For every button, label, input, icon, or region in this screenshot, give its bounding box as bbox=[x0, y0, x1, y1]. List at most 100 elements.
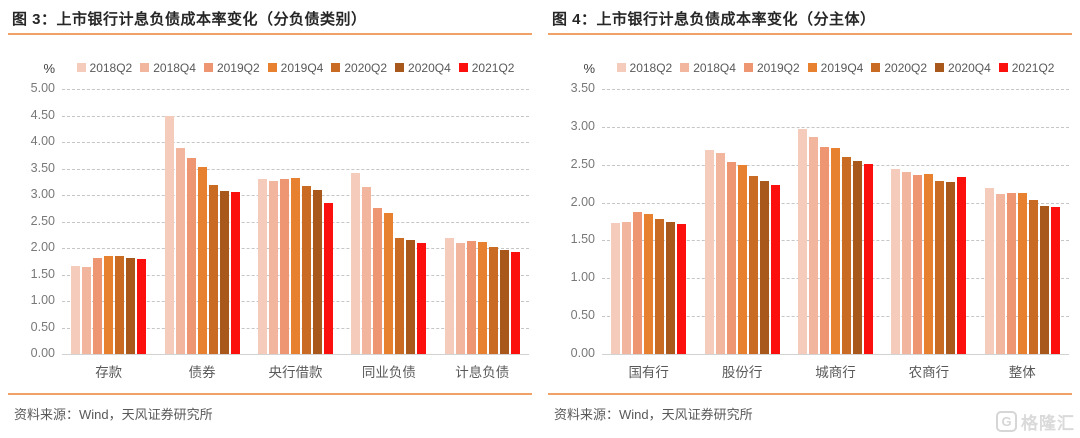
bar-2021Q2-存款 bbox=[137, 259, 147, 354]
bar-2021Q2-央行借款 bbox=[324, 202, 333, 354]
title-underline bbox=[8, 33, 532, 35]
y-tick-label: 1.50 bbox=[570, 232, 595, 247]
bar-2020Q4-股份行 bbox=[759, 181, 769, 354]
title-underline bbox=[548, 33, 1072, 35]
bar-2020Q2-同业负债 bbox=[395, 237, 405, 354]
bar-2018Q2-同业负债 bbox=[351, 172, 361, 354]
bar-2019Q4-计息负债 bbox=[477, 242, 487, 354]
y-tick-label: 1.00 bbox=[30, 293, 55, 307]
legend-label: 2021Q2 bbox=[471, 60, 515, 75]
legend-item: 2018Q2 bbox=[616, 60, 673, 75]
legend-swatch-icon bbox=[458, 63, 468, 72]
gridline bbox=[62, 142, 529, 143]
legend-swatch-icon bbox=[998, 63, 1008, 72]
chart-legend: 2018Q2 2018Q4 2019Q2 2019Q4 2020Q2 2020Q4 2021… bbox=[602, 60, 1069, 75]
y-tick-label: 2.50 bbox=[570, 156, 595, 171]
bar-2018Q4-股份行 bbox=[715, 153, 725, 354]
legend-swatch-icon bbox=[935, 63, 945, 72]
bar-2020Q2-城商行 bbox=[842, 157, 851, 354]
bar-2020Q2-农商行 bbox=[935, 180, 945, 354]
y-tick-label: 0.50 bbox=[570, 308, 595, 323]
bar-2019Q2-债券 bbox=[186, 157, 196, 354]
bar-2020Q2-存款 bbox=[115, 255, 125, 354]
y-tick-label: 1.00 bbox=[570, 270, 595, 285]
legend-item: 2021Q2 bbox=[458, 60, 515, 75]
bar-2021Q2-城商行 bbox=[864, 163, 873, 354]
bar-2020Q2-计息负债 bbox=[488, 246, 498, 354]
y-tick-label: 3.00 bbox=[30, 187, 55, 201]
bar-2020Q2-整体 bbox=[1028, 200, 1038, 354]
bar-2020Q2-国有行 bbox=[655, 219, 665, 354]
y-tick-label: 3.00 bbox=[570, 118, 595, 133]
bar-2021Q2-农商行 bbox=[957, 176, 967, 354]
legend-label: 2020Q4 bbox=[948, 60, 991, 75]
bar-2020Q2-股份行 bbox=[748, 176, 758, 354]
bar-2018Q4-存款 bbox=[82, 266, 92, 354]
bar-2018Q4-整体 bbox=[995, 194, 1005, 354]
bar-2018Q2-农商行 bbox=[891, 169, 901, 354]
footer-divider bbox=[548, 393, 1072, 395]
chart-canvas-figure3: % 2018Q2 2018Q4 2019Q2 2019Q4 2020Q2 2020Q4 202… bbox=[0, 0, 540, 392]
x-category-label: 存款 bbox=[95, 365, 123, 380]
x-category-label: 农商行 bbox=[908, 365, 950, 380]
legend-label: 2020Q4 bbox=[408, 60, 451, 75]
y-tick-label: 5.00 bbox=[30, 81, 55, 95]
bar-2020Q4-同业负债 bbox=[406, 240, 416, 354]
bar-2018Q2-央行借款 bbox=[258, 179, 267, 354]
bar-2018Q2-计息负债 bbox=[444, 237, 454, 354]
bar-2018Q4-农商行 bbox=[902, 171, 912, 354]
bar-2018Q4-城商行 bbox=[809, 137, 818, 354]
legend-swatch-icon bbox=[616, 63, 626, 72]
watermark-logo: G 格隆汇 bbox=[996, 409, 1075, 434]
bar-2019Q2-国有行 bbox=[633, 212, 643, 354]
bar-2019Q2-计息负债 bbox=[466, 241, 476, 354]
figure-label: 图 4： bbox=[552, 11, 597, 28]
bar-2019Q4-同业负债 bbox=[384, 213, 394, 354]
y-tick-label: 2.00 bbox=[30, 240, 55, 254]
bar-2019Q2-整体 bbox=[1006, 192, 1016, 354]
bar-2018Q4-国有行 bbox=[622, 221, 632, 354]
bar-2019Q2-股份行 bbox=[726, 162, 736, 354]
bar-2018Q2-整体 bbox=[984, 188, 994, 354]
gridline bbox=[62, 115, 529, 117]
bar-2020Q4-农商行 bbox=[946, 182, 956, 354]
gridline bbox=[602, 89, 1069, 90]
bar-2021Q2-同业负债 bbox=[417, 243, 427, 354]
legend-label: 2018Q2 bbox=[629, 60, 673, 75]
x-category-label: 债券 bbox=[188, 365, 216, 380]
bar-2019Q4-股份行 bbox=[737, 164, 747, 354]
bar-2018Q2-股份行 bbox=[704, 149, 714, 354]
chart-legend: 2018Q2 2018Q4 2019Q2 2019Q4 2020Q2 2020Q4 2021… bbox=[62, 60, 529, 75]
bar-2019Q4-城商行 bbox=[831, 148, 840, 354]
y-tick-label: 1.50 bbox=[30, 266, 55, 281]
legend-swatch-icon bbox=[680, 63, 690, 72]
bar-2018Q4-央行借款 bbox=[269, 180, 278, 354]
legend-swatch-icon bbox=[140, 63, 150, 72]
bar-2019Q4-债券 bbox=[197, 167, 207, 354]
bar-2020Q4-城商行 bbox=[853, 160, 862, 354]
legend-swatch-icon bbox=[395, 63, 405, 72]
bar-2018Q4-债券 bbox=[175, 147, 185, 354]
bar-2020Q2-债券 bbox=[208, 184, 218, 354]
bar-2020Q4-债券 bbox=[219, 190, 229, 354]
bar-2018Q4-计息负债 bbox=[455, 242, 465, 354]
y-tick-label: 3.50 bbox=[570, 81, 595, 95]
legend-item: 2020Q4 bbox=[395, 61, 451, 75]
bar-2019Q4-整体 bbox=[1017, 193, 1027, 354]
bar-2018Q4-同业负债 bbox=[362, 187, 372, 354]
legend-label: 2018Q4 bbox=[153, 60, 196, 75]
figure-title-text: 上市银行计息负债成本率变化（分负债类别） bbox=[56, 11, 367, 28]
gridline bbox=[602, 126, 1069, 128]
bar-2021Q2-计息负债 bbox=[510, 251, 520, 354]
legend-label: 2019Q2 bbox=[756, 60, 800, 75]
figure-title: 图 3：上市银行计息负债成本率变化（分负债类别） bbox=[12, 8, 367, 29]
legend-item: 2019Q4 bbox=[807, 61, 863, 75]
figure4-panel: 图 4：上市银行计息负债成本率变化（分主体） % 2018Q2 2018Q4 2019… bbox=[540, 0, 1080, 438]
legend-item: 2019Q2 bbox=[203, 61, 260, 75]
bar-2019Q2-存款 bbox=[93, 257, 103, 354]
x-category-label: 股份行 bbox=[721, 365, 763, 380]
bar-2019Q2-同业负债 bbox=[373, 207, 383, 354]
gridline bbox=[62, 89, 529, 90]
bar-2020Q4-存款 bbox=[126, 257, 136, 354]
y-tick-label: 4.50 bbox=[30, 107, 55, 122]
